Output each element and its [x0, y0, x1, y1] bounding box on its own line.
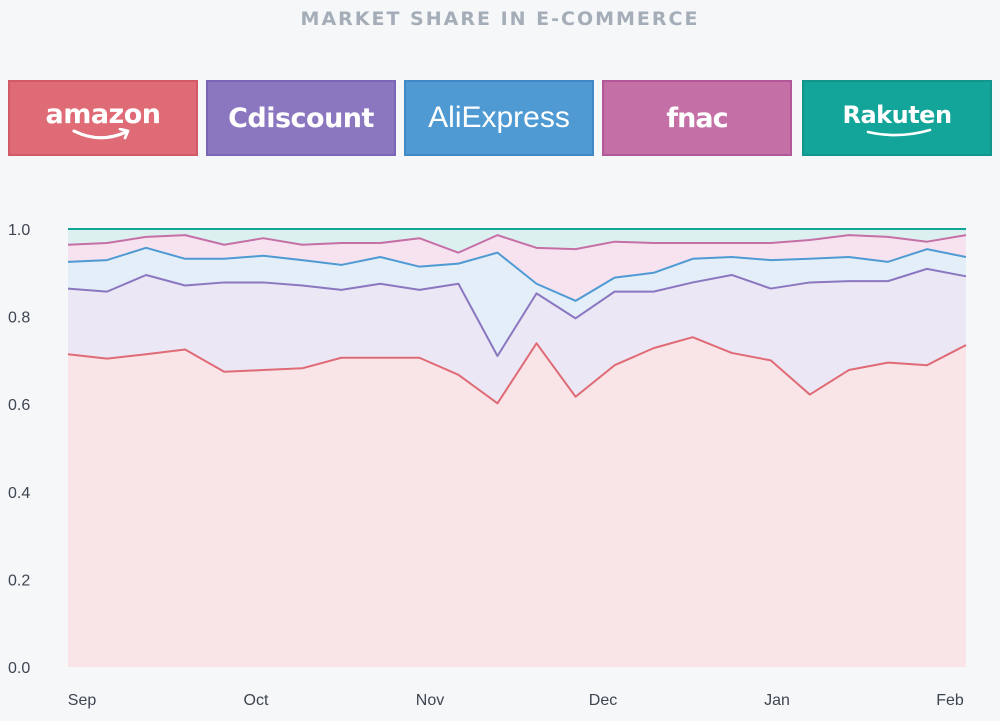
- x-tick-label: Nov: [416, 692, 444, 709]
- area-aliexpress: [68, 247, 966, 357]
- line-aliexpress: [67, 246, 967, 302]
- y-tick-label: 0.4: [8, 485, 30, 502]
- fnac-logo: fnac: [666, 102, 728, 134]
- chart-title: MARKET SHARE IN E-COMMERCE: [300, 8, 700, 30]
- x-tick-label: Feb: [936, 692, 964, 709]
- y-tick-label: 1.0: [8, 222, 30, 239]
- line-fnac: [67, 234, 967, 254]
- rakuten-swoosh-icon: [866, 128, 932, 137]
- area-cdiscount: [68, 268, 966, 404]
- line-cdiscount: [67, 267, 967, 358]
- legend-item-cdiscount[interactable]: Cdiscount: [206, 80, 396, 156]
- x-tick-label: Jan: [764, 692, 790, 709]
- area-amazon: [68, 337, 966, 667]
- y-tick-label: 0.2: [8, 572, 30, 589]
- area-fills: [68, 229, 966, 667]
- series-lines: [67, 228, 967, 405]
- y-tick-label: 0.6: [8, 397, 30, 414]
- legend-item-amazon[interactable]: amazon: [8, 80, 198, 156]
- line-amazon: [67, 336, 967, 405]
- legend-item-aliexpress[interactable]: AliExpress: [404, 80, 594, 156]
- y-axis-ticks: 0.0 0.2 0.4 0.6 0.8 1.0: [8, 222, 30, 677]
- amazon-smile-icon: [72, 128, 130, 140]
- y-tick-label: 0.8: [8, 310, 30, 327]
- legend-item-rakuten[interactable]: Rakuten: [802, 80, 992, 156]
- x-tick-label: Dec: [589, 692, 617, 709]
- legend-item-fnac[interactable]: fnac: [602, 80, 792, 156]
- aliexpress-logo: AliExpress: [428, 101, 570, 134]
- x-tick-label: Oct: [244, 692, 269, 709]
- rakuten-logo: Rakuten: [842, 101, 952, 129]
- y-tick-label: 0.0: [8, 660, 30, 677]
- x-axis-ticks: Sep Oct Nov Dec Jan Feb: [68, 692, 964, 709]
- legend: amazon Cdiscount AliExpress fnac Rakuten: [8, 80, 998, 156]
- x-tick-label: Sep: [68, 692, 97, 709]
- cdiscount-logo: Cdiscount: [228, 102, 374, 134]
- amazon-logo: amazon: [45, 98, 161, 130]
